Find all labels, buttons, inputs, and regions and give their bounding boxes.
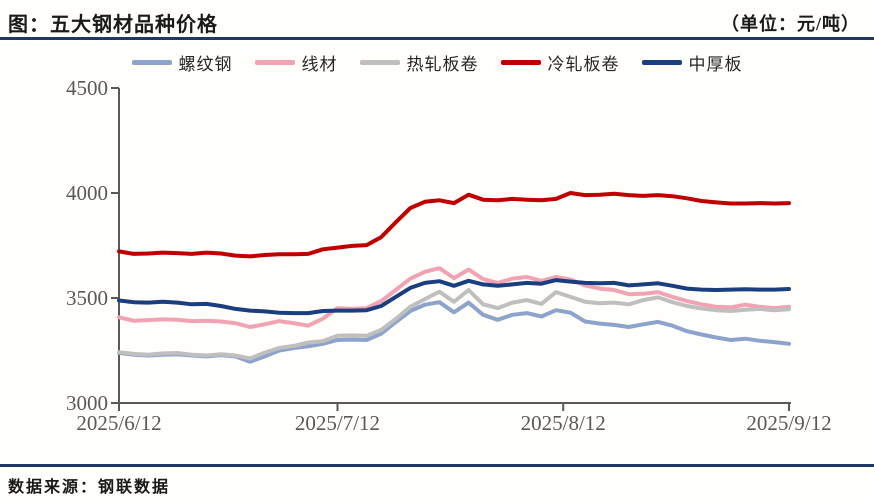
y-axis-tick-label: 4000	[66, 181, 108, 205]
legend-item-rebar: 螺纹钢	[131, 50, 233, 75]
legend-item-cold-rolled-coil: 冷轧板卷	[500, 50, 620, 75]
legend-item-wire-rod: 线材	[254, 50, 338, 75]
x-axis-tick-label: 2025/7/12	[294, 411, 381, 435]
legend-swatch-hot-rolled-coil	[359, 59, 400, 65]
series-line-heavy-plate	[117, 278, 791, 316]
legend-label-hot-rolled-coil: 热轧板卷	[406, 54, 479, 74]
legend-swatch-heavy-plate	[641, 59, 682, 65]
legend-label-wire-rod: 线材	[301, 54, 338, 74]
legend-label-heavy-plate: 中厚板	[688, 54, 743, 74]
series-line-cold-rolled-coil	[117, 191, 791, 259]
legend-item-hot-rolled-coil: 热轧板卷	[359, 50, 479, 75]
page-title: 图：五大钢材品种价格	[8, 14, 218, 36]
legend-swatch-cold-rolled-coil	[500, 59, 541, 65]
legend-label-cold-rolled-coil: 冷轧板卷	[547, 54, 620, 74]
legend-item-heavy-plate: 中厚板	[641, 50, 743, 75]
series-line-hot-rolled-coil	[117, 288, 791, 361]
x-axis-tick-label: 2025/9/12	[746, 411, 832, 435]
series-line-wire-rod	[117, 266, 791, 329]
unit-label: （单位：元/吨）	[720, 14, 860, 34]
x-axis-tick-label: 2025/6/12	[76, 411, 162, 435]
footer-divider	[0, 464, 874, 467]
x-axis-tick-label: 2025/8/12	[520, 411, 606, 435]
title-divider	[0, 37, 874, 40]
y-axis-tick-label: 4500	[66, 76, 108, 100]
legend-swatch-rebar	[131, 59, 172, 65]
chart-legend: 螺纹钢 线材 热轧板卷 冷轧板卷 中厚板	[0, 50, 874, 74]
legend-swatch-wire-rod	[254, 59, 295, 65]
y-axis-tick-label: 3000	[66, 391, 108, 415]
legend-label-rebar: 螺纹钢	[178, 54, 233, 74]
data-source: 数据来源：钢联数据	[8, 479, 171, 496]
y-axis-tick-label: 3500	[66, 286, 108, 310]
